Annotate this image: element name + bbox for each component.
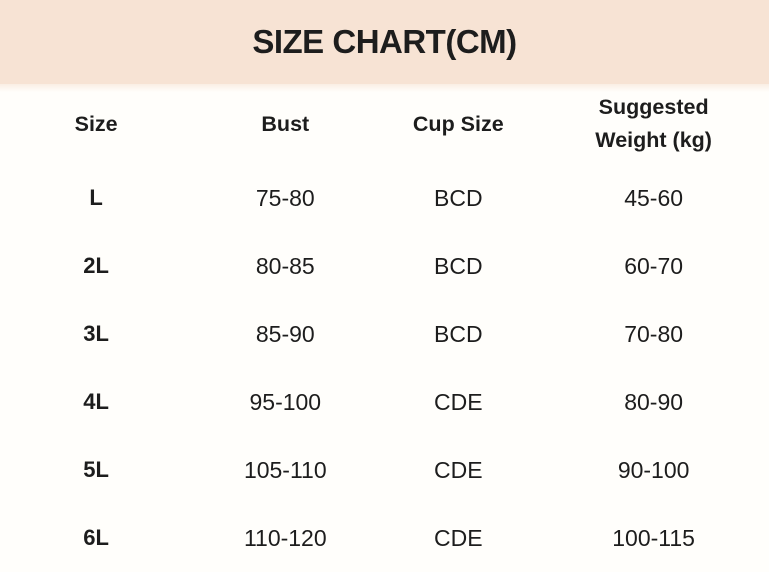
size-table: Size Bust Cup Size Suggested Weight (kg)… bbox=[0, 84, 769, 572]
cell-size: 4L bbox=[83, 389, 109, 415]
header-fade-divider bbox=[0, 84, 769, 92]
cell-bust: 85-90 bbox=[255, 320, 315, 347]
column-header-cup-size: Cup Size bbox=[412, 111, 504, 136]
cell-size: 6L bbox=[83, 525, 109, 551]
cell-cup-size: CDE bbox=[434, 388, 483, 415]
cell-suggested-weight: 80-90 bbox=[624, 388, 684, 415]
cell-bust: 75-80 bbox=[255, 184, 315, 211]
cell-size: 5L bbox=[83, 457, 109, 483]
cell-suggested-weight: 100-115 bbox=[612, 524, 695, 551]
table-row: L 75-80 BCD 45-60 bbox=[0, 164, 769, 232]
cell-suggested-weight: 45-60 bbox=[624, 184, 684, 211]
column-header-suggested-weight-label: Suggested Weight (kg) bbox=[595, 94, 712, 152]
cell-cup-size: CDE bbox=[434, 456, 483, 483]
cell-bust: 80-85 bbox=[255, 252, 315, 279]
size-chart-title: SIZE CHART(CM) bbox=[252, 23, 517, 60]
cell-bust: 105-110 bbox=[243, 456, 327, 483]
size-chart-header-band: SIZE CHART(CM) bbox=[0, 0, 769, 84]
cell-size: 3L bbox=[83, 321, 109, 347]
column-header-bust: Bust bbox=[261, 111, 310, 136]
column-header-size: Size bbox=[74, 111, 118, 136]
column-header-suggested-weight: Suggested Weight (kg) bbox=[538, 91, 769, 158]
cell-suggested-weight: 90-100 bbox=[617, 456, 690, 483]
cell-cup-size: BCD bbox=[434, 320, 483, 347]
table-header-row: Size Bust Cup Size Suggested Weight (kg) bbox=[0, 84, 769, 164]
cell-suggested-weight: 60-70 bbox=[624, 252, 684, 279]
cell-cup-size: CDE bbox=[434, 524, 483, 551]
cell-bust: 110-120 bbox=[243, 524, 327, 551]
table-row: 6L 110-120 CDE 100-115 bbox=[0, 504, 769, 572]
cell-cup-size: BCD bbox=[434, 184, 483, 211]
table-row: 3L 85-90 BCD 70-80 bbox=[0, 300, 769, 368]
cell-size: 2L bbox=[83, 253, 109, 279]
cell-bust: 95-100 bbox=[249, 388, 322, 415]
cell-cup-size: BCD bbox=[434, 252, 483, 279]
table-row: 5L 105-110 CDE 90-100 bbox=[0, 436, 769, 504]
table-row: 2L 80-85 BCD 60-70 bbox=[0, 232, 769, 300]
cell-size: L bbox=[89, 185, 103, 211]
cell-suggested-weight: 70-80 bbox=[624, 320, 684, 347]
table-row: 4L 95-100 CDE 80-90 bbox=[0, 368, 769, 436]
